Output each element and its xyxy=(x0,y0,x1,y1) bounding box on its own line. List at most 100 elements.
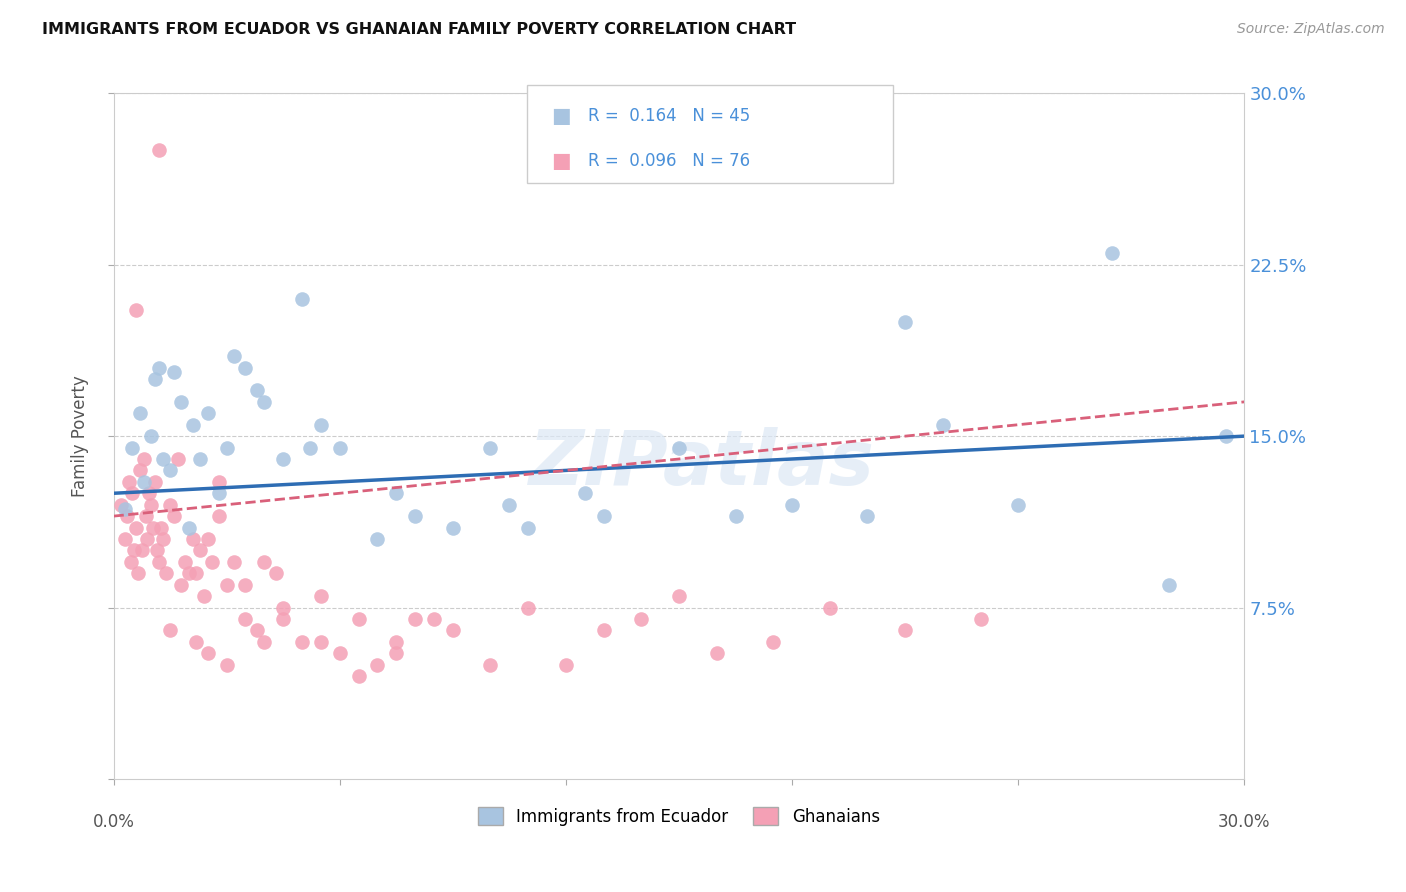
Point xyxy=(856,509,879,524)
Point xyxy=(574,486,596,500)
Point xyxy=(291,635,314,649)
Point xyxy=(114,532,136,546)
Point xyxy=(197,406,219,420)
Text: IMMIGRANTS FROM ECUADOR VS GHANAIAN FAMILY POVERTY CORRELATION CHART: IMMIGRANTS FROM ECUADOR VS GHANAIAN FAMI… xyxy=(42,22,796,37)
Point xyxy=(246,624,269,638)
Point xyxy=(347,612,370,626)
Point xyxy=(136,532,159,546)
Y-axis label: Family Poverty: Family Poverty xyxy=(72,376,89,497)
Point xyxy=(148,144,170,158)
Point xyxy=(115,509,138,524)
Point xyxy=(132,475,155,489)
Point xyxy=(724,509,747,524)
Point xyxy=(117,475,139,489)
Point xyxy=(271,452,294,467)
Point xyxy=(159,463,181,477)
Point xyxy=(163,509,186,524)
Point xyxy=(253,635,276,649)
Point xyxy=(129,463,152,477)
Point xyxy=(149,520,172,534)
Point xyxy=(146,543,169,558)
Point xyxy=(181,532,204,546)
Point xyxy=(329,441,352,455)
Point xyxy=(152,452,174,467)
Point xyxy=(121,441,143,455)
Point xyxy=(253,395,276,409)
Point xyxy=(271,612,294,626)
Text: R =  0.164   N = 45: R = 0.164 N = 45 xyxy=(588,107,749,125)
Point xyxy=(668,441,690,455)
Point xyxy=(224,555,246,569)
Point xyxy=(479,441,502,455)
Point xyxy=(148,360,170,375)
Text: Source: ZipAtlas.com: Source: ZipAtlas.com xyxy=(1237,22,1385,37)
Point xyxy=(235,577,257,591)
Point xyxy=(129,406,152,420)
Point xyxy=(630,612,652,626)
Point xyxy=(423,612,446,626)
Point xyxy=(441,624,464,638)
Point xyxy=(215,441,238,455)
Point xyxy=(818,600,841,615)
Point xyxy=(127,566,149,581)
Point xyxy=(517,520,540,534)
Point xyxy=(932,417,955,432)
Point xyxy=(385,646,408,660)
Point xyxy=(224,349,246,363)
Point xyxy=(155,566,177,581)
Point xyxy=(159,498,181,512)
Point xyxy=(329,646,352,660)
Point xyxy=(366,657,388,672)
Point xyxy=(148,555,170,569)
Point xyxy=(163,365,186,379)
Text: ■: ■ xyxy=(551,106,571,126)
Point xyxy=(894,315,917,329)
Point xyxy=(138,486,160,500)
Point xyxy=(188,452,211,467)
Point xyxy=(246,384,269,398)
Point xyxy=(969,612,991,626)
Point xyxy=(347,669,370,683)
Point xyxy=(170,577,193,591)
Point xyxy=(271,600,294,615)
Text: 0.0%: 0.0% xyxy=(93,814,135,831)
Point xyxy=(186,566,208,581)
Point xyxy=(762,635,785,649)
Point xyxy=(592,509,614,524)
Point xyxy=(235,360,257,375)
Point xyxy=(143,475,166,489)
Text: ■: ■ xyxy=(551,151,571,170)
Point xyxy=(309,635,332,649)
Point xyxy=(166,452,188,467)
Point xyxy=(894,624,917,638)
Point xyxy=(170,395,193,409)
Point xyxy=(291,292,314,306)
Point xyxy=(193,589,215,603)
Point xyxy=(135,509,157,524)
Point xyxy=(114,502,136,516)
Point xyxy=(385,486,408,500)
Point xyxy=(404,509,426,524)
Point xyxy=(554,657,576,672)
Point xyxy=(385,635,408,649)
Point xyxy=(592,624,614,638)
Point xyxy=(132,452,155,467)
Point xyxy=(177,520,200,534)
Point xyxy=(125,520,148,534)
Point xyxy=(706,646,728,660)
Point xyxy=(188,543,211,558)
Point xyxy=(208,509,231,524)
Point xyxy=(235,612,257,626)
Point xyxy=(120,555,142,569)
Point xyxy=(141,429,163,443)
Point xyxy=(181,417,204,432)
Point xyxy=(780,498,803,512)
Legend: Immigrants from Ecuador, Ghanaians: Immigrants from Ecuador, Ghanaians xyxy=(471,801,887,832)
Point xyxy=(479,657,502,672)
Point xyxy=(143,372,166,386)
Point xyxy=(121,486,143,500)
Point xyxy=(110,498,132,512)
Point xyxy=(131,543,153,558)
Point xyxy=(264,566,287,581)
Point xyxy=(1215,429,1237,443)
